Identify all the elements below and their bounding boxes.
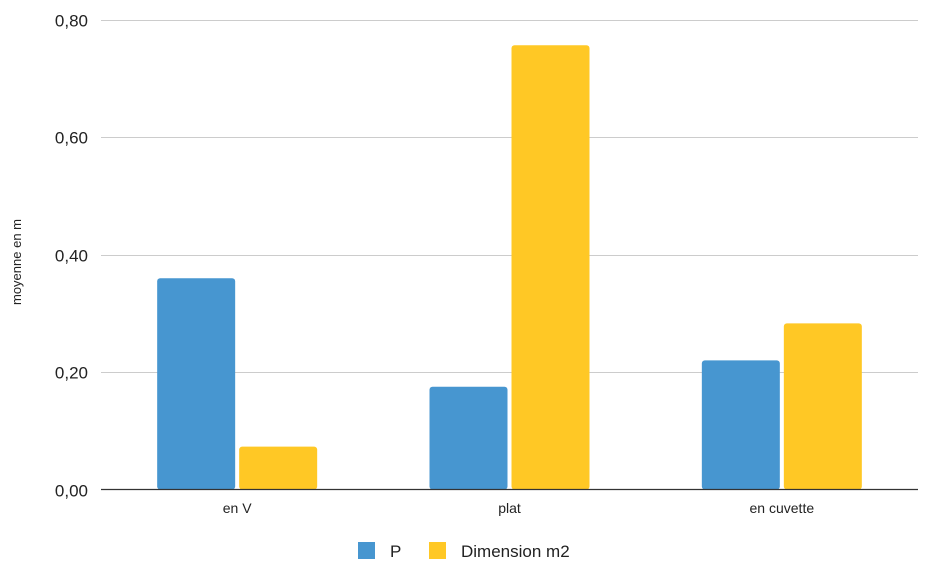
bar-dimension-m2-en-v	[239, 446, 318, 490]
y-tick-label: 0,80	[55, 12, 88, 31]
legend: P Dimension m2	[358, 542, 570, 561]
bar-dimension-m2-plat	[511, 45, 590, 490]
legend-label: P	[390, 542, 401, 561]
bar-dimension-m2-en-cuvette	[783, 323, 862, 490]
x-category-label: plat	[498, 500, 521, 516]
y-tick-label: 0,60	[55, 129, 88, 148]
y-tick-label: 0,40	[55, 247, 88, 266]
x-category-label: en V	[223, 500, 252, 516]
y-tick-label: 0,00	[55, 482, 88, 501]
legend-item-dimension-m2: Dimension m2	[429, 542, 570, 561]
x-category-label: en cuvette	[750, 500, 815, 516]
bar-p-plat	[429, 386, 508, 490]
x-axis-category-labels: en V plat en cuvette	[223, 500, 815, 516]
y-axis-title: moyenne en m	[9, 219, 24, 305]
bars	[157, 45, 862, 490]
y-tick-label: 0,20	[55, 364, 88, 383]
legend-swatch	[429, 542, 446, 559]
y-axis-tick-labels: 0,00 0,20 0,40 0,60 0,80	[55, 12, 88, 501]
legend-label: Dimension m2	[461, 542, 570, 561]
bar-p-en-v	[157, 278, 236, 490]
gridlines	[101, 20, 918, 373]
bar-p-en-cuvette	[701, 360, 780, 490]
legend-swatch	[358, 542, 375, 559]
legend-item-p: P	[358, 542, 401, 561]
